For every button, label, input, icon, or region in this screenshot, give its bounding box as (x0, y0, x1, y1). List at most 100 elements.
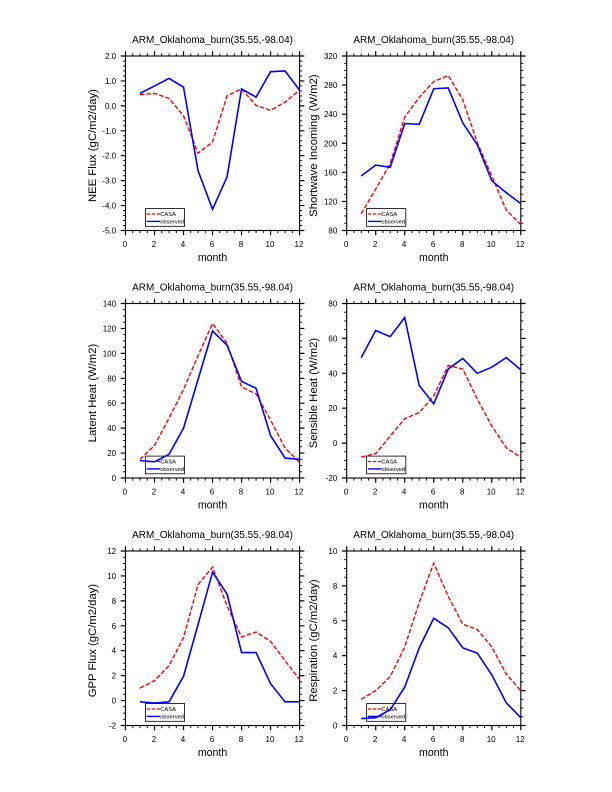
svg-text:10: 10 (266, 735, 275, 744)
svg-text:12: 12 (295, 487, 304, 496)
svg-text:2: 2 (152, 487, 157, 496)
svg-text:8: 8 (333, 582, 338, 591)
svg-text:2: 2 (112, 672, 117, 681)
svg-text:Respiration (gC/m2/day): Respiration (gC/m2/day) (308, 579, 320, 702)
svg-text:2: 2 (152, 735, 157, 744)
svg-text:1.0: 1.0 (105, 77, 117, 86)
svg-text:120: 120 (103, 324, 117, 333)
svg-text:4: 4 (402, 240, 407, 249)
svg-text:60: 60 (107, 399, 116, 408)
svg-text:6: 6 (112, 622, 117, 631)
svg-text:12: 12 (516, 735, 525, 744)
svg-text:observed: observed (160, 715, 184, 721)
svg-text:month: month (198, 500, 228, 512)
svg-text:-5.0: -5.0 (102, 227, 116, 236)
svg-text:0: 0 (333, 722, 338, 731)
svg-text:0: 0 (112, 474, 117, 483)
svg-text:GPP Flux (gC/m2/day): GPP Flux (gC/m2/day) (87, 584, 99, 698)
svg-text:0: 0 (344, 487, 349, 496)
svg-text:8: 8 (460, 240, 465, 249)
svg-text:20: 20 (328, 404, 337, 413)
svg-text:6: 6 (210, 240, 215, 249)
svg-text:CASA: CASA (160, 707, 176, 713)
svg-text:Latent Heat (W/m2): Latent Heat (W/m2) (87, 344, 99, 443)
svg-text:-4.0: -4.0 (102, 202, 116, 211)
svg-text:8: 8 (112, 597, 117, 606)
svg-text:-2: -2 (109, 722, 117, 731)
svg-text:4: 4 (402, 735, 407, 744)
svg-text:12: 12 (516, 487, 525, 496)
svg-text:6: 6 (431, 240, 436, 249)
svg-text:4: 4 (181, 240, 186, 249)
svg-text:10: 10 (107, 572, 116, 581)
svg-text:-3.0: -3.0 (102, 177, 116, 186)
svg-text:4: 4 (112, 647, 117, 656)
svg-text:10: 10 (328, 547, 337, 556)
svg-text:month: month (198, 747, 228, 759)
svg-text:280: 280 (324, 81, 338, 90)
svg-text:0: 0 (344, 735, 349, 744)
svg-text:80: 80 (107, 374, 116, 383)
svg-text:80: 80 (328, 300, 337, 309)
svg-text:observed: observed (381, 220, 405, 226)
svg-text:ARM_Oklahoma_burn(35.55,-98.04: ARM_Oklahoma_burn(35.55,-98.04) (353, 35, 514, 46)
svg-text:10: 10 (487, 240, 496, 249)
svg-text:10: 10 (266, 240, 275, 249)
svg-text:month: month (198, 252, 228, 264)
svg-text:8: 8 (239, 240, 244, 249)
svg-text:2: 2 (373, 735, 378, 744)
svg-text:4: 4 (333, 652, 338, 661)
svg-text:40: 40 (328, 369, 337, 378)
svg-text:0: 0 (123, 487, 128, 496)
svg-text:NEE Flux (gC/m2/day): NEE Flux (gC/m2/day) (87, 89, 99, 202)
svg-text:Shortwave Incoming (W/m2): Shortwave Incoming (W/m2) (308, 74, 320, 217)
svg-text:0: 0 (112, 697, 117, 706)
svg-text:120: 120 (324, 197, 338, 206)
svg-text:0: 0 (123, 240, 128, 249)
svg-text:2: 2 (333, 687, 338, 696)
svg-text:12: 12 (516, 240, 525, 249)
svg-text:8: 8 (239, 735, 244, 744)
svg-text:CASA: CASA (160, 212, 176, 218)
svg-text:40: 40 (107, 424, 116, 433)
svg-text:2: 2 (152, 240, 157, 249)
svg-text:12: 12 (295, 240, 304, 249)
svg-text:ARM_Oklahoma_burn(35.55,-98.04: ARM_Oklahoma_burn(35.55,-98.04) (353, 282, 514, 293)
svg-text:10: 10 (266, 487, 275, 496)
svg-text:80: 80 (328, 227, 337, 236)
svg-text:observed: observed (381, 715, 405, 721)
svg-text:month: month (419, 747, 449, 759)
svg-text:60: 60 (328, 334, 337, 343)
svg-text:observed: observed (381, 467, 405, 473)
svg-text:CASA: CASA (381, 212, 397, 218)
svg-text:160: 160 (324, 168, 338, 177)
svg-text:6: 6 (210, 735, 215, 744)
svg-text:0: 0 (123, 735, 128, 744)
svg-text:6: 6 (431, 735, 436, 744)
svg-text:8: 8 (460, 487, 465, 496)
svg-text:0: 0 (333, 439, 338, 448)
svg-text:10: 10 (487, 487, 496, 496)
svg-text:2: 2 (373, 240, 378, 249)
svg-text:observed: observed (160, 220, 184, 226)
svg-text:200: 200 (324, 139, 338, 148)
svg-text:0.0: 0.0 (105, 102, 117, 111)
svg-text:6: 6 (431, 487, 436, 496)
svg-text:8: 8 (239, 487, 244, 496)
svg-text:4: 4 (181, 487, 186, 496)
svg-text:ARM_Oklahoma_burn(35.55,-98.04: ARM_Oklahoma_burn(35.55,-98.04) (132, 530, 293, 541)
svg-text:-2.0: -2.0 (102, 152, 116, 161)
svg-text:140: 140 (103, 300, 117, 309)
svg-text:4: 4 (402, 487, 407, 496)
svg-text:6: 6 (210, 487, 215, 496)
svg-text:12: 12 (295, 735, 304, 744)
svg-text:CASA: CASA (160, 460, 176, 466)
svg-text:10: 10 (487, 735, 496, 744)
svg-text:-1.0: -1.0 (102, 127, 116, 136)
svg-text:12: 12 (107, 547, 116, 556)
svg-text:4: 4 (181, 735, 186, 744)
svg-text:6: 6 (333, 617, 338, 626)
svg-text:ARM_Oklahoma_burn(35.55,-98.04: ARM_Oklahoma_burn(35.55,-98.04) (132, 35, 293, 46)
svg-text:2.0: 2.0 (105, 52, 117, 61)
svg-text:8: 8 (460, 735, 465, 744)
